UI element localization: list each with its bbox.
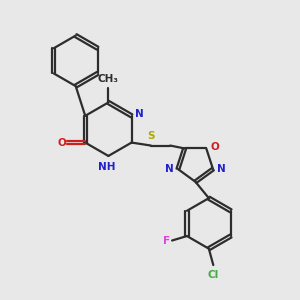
Text: O: O (211, 142, 220, 152)
Text: S: S (147, 131, 154, 141)
Text: O: O (58, 138, 66, 148)
Text: NH: NH (98, 162, 116, 172)
Text: F: F (163, 236, 170, 245)
Text: N: N (217, 164, 226, 174)
Text: Cl: Cl (208, 270, 219, 280)
Text: CH₃: CH₃ (98, 74, 119, 84)
Text: N: N (165, 164, 174, 174)
Text: N: N (134, 109, 143, 119)
